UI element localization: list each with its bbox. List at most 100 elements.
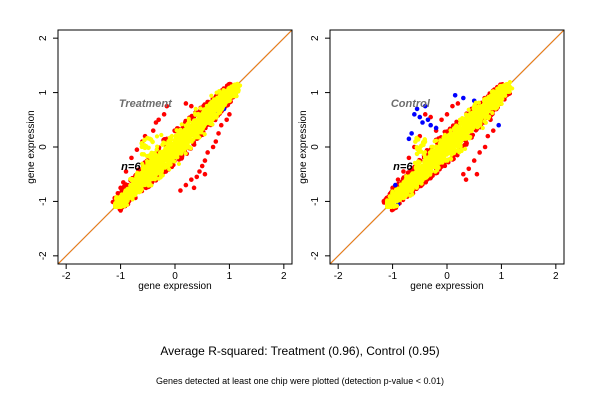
blue-point — [452, 93, 458, 98]
x-axis-label: gene expression — [410, 281, 483, 292]
yellow-point — [142, 137, 147, 143]
yellow-point — [146, 145, 151, 151]
y-tick-label: 1 — [38, 89, 49, 95]
yellow-point — [139, 151, 145, 157]
x-tick-label: -2 — [62, 271, 71, 282]
y-tick-label: 2 — [310, 35, 321, 41]
red-point — [422, 112, 428, 117]
red-point — [189, 103, 194, 109]
x-tick-label: 0 — [172, 271, 178, 282]
x-tick-label: 0 — [444, 271, 450, 282]
blue-point — [409, 131, 414, 136]
yellow-point-cloud — [385, 80, 515, 209]
red-point — [401, 169, 406, 174]
red-point — [444, 112, 450, 117]
red-point — [485, 133, 491, 139]
x-tick-label: -2 — [334, 271, 343, 282]
yellow-point — [142, 143, 147, 148]
red-point — [227, 112, 232, 117]
x-tick-label: 2 — [281, 271, 287, 282]
red-point — [191, 185, 197, 191]
y-tick-label: 2 — [38, 35, 49, 41]
yellow-point — [413, 139, 418, 144]
red-point — [202, 171, 208, 177]
red-point — [213, 139, 219, 144]
plot-area — [330, 30, 564, 264]
x-tick-label: 2 — [553, 271, 559, 282]
red-point — [194, 174, 200, 180]
red-point — [183, 182, 189, 188]
red-point — [466, 166, 472, 172]
y-axis-label: gene expression — [26, 110, 37, 183]
sample-count-label: n=6 — [121, 161, 141, 173]
yellow-point — [417, 145, 422, 151]
x-tick-label: 1 — [499, 271, 505, 282]
blue-point — [412, 112, 417, 117]
y-axis-label: gene expression — [298, 110, 309, 183]
y-tick-label: -2 — [38, 251, 49, 260]
blue-point — [496, 122, 501, 128]
panel-title: Control — [391, 98, 431, 110]
red-point — [197, 169, 202, 174]
red-point — [150, 128, 156, 133]
detection-footnote: Genes detected at least one chip were pl… — [156, 376, 444, 386]
yellow-point — [421, 139, 427, 145]
yellow-point — [418, 149, 424, 154]
red-point — [129, 155, 134, 161]
red-point — [224, 117, 229, 123]
y-tick-label: -1 — [310, 197, 321, 206]
blue-point — [461, 95, 466, 101]
blue-point — [414, 106, 420, 112]
red-point — [123, 169, 129, 174]
yellow-point-cloud — [113, 81, 243, 209]
blue-point — [428, 122, 433, 128]
yellow-point — [147, 152, 153, 158]
red-point — [218, 122, 224, 128]
red-point — [490, 128, 496, 133]
x-axis-label: gene expression — [138, 281, 211, 292]
red-point — [202, 158, 208, 163]
y-tick-label: -2 — [310, 251, 321, 260]
r-squared-caption: Average R-squared: Treatment (0.96), Con… — [160, 344, 440, 358]
red-point — [439, 117, 444, 123]
red-point — [205, 150, 210, 155]
blue-point — [406, 136, 412, 142]
y-tick-label: 0 — [38, 144, 49, 150]
red-point — [474, 171, 480, 177]
y-tick-label: 0 — [310, 144, 321, 150]
x-tick-label: 1 — [227, 271, 233, 282]
red-point — [216, 131, 221, 136]
yellow-point — [421, 151, 427, 157]
x-tick-label: -1 — [116, 271, 125, 282]
x-tick-label: -1 — [388, 271, 397, 282]
red-point — [210, 144, 216, 150]
red-point — [183, 101, 189, 106]
red-point — [455, 101, 461, 106]
blue-point — [417, 114, 423, 120]
red-point — [189, 177, 194, 182]
panel-title: Treatment — [119, 98, 173, 110]
red-point — [178, 188, 183, 193]
y-tick-label: 1 — [310, 89, 321, 95]
yellow-point — [414, 135, 419, 141]
red-point — [134, 147, 140, 153]
yellow-point — [414, 151, 420, 157]
red-point — [450, 103, 455, 109]
red-point — [395, 177, 401, 182]
red-point — [164, 103, 170, 109]
yellow-point — [150, 139, 155, 145]
control-panel: -2 -1 0 1 2 -2 -1 0 1 2 gene expression gene expres… — [298, 29, 565, 292]
red-point — [461, 171, 466, 177]
red-point — [118, 185, 123, 191]
red-point — [153, 120, 159, 125]
plot-area — [58, 30, 292, 264]
blue-point — [433, 125, 439, 131]
blue-point — [425, 117, 431, 123]
red-point — [199, 163, 205, 169]
sample-count-label: n=6 — [393, 161, 413, 173]
y-tick-label: -1 — [38, 197, 49, 206]
blue-point — [420, 120, 425, 125]
red-point — [161, 112, 167, 117]
blue-point — [422, 103, 428, 109]
